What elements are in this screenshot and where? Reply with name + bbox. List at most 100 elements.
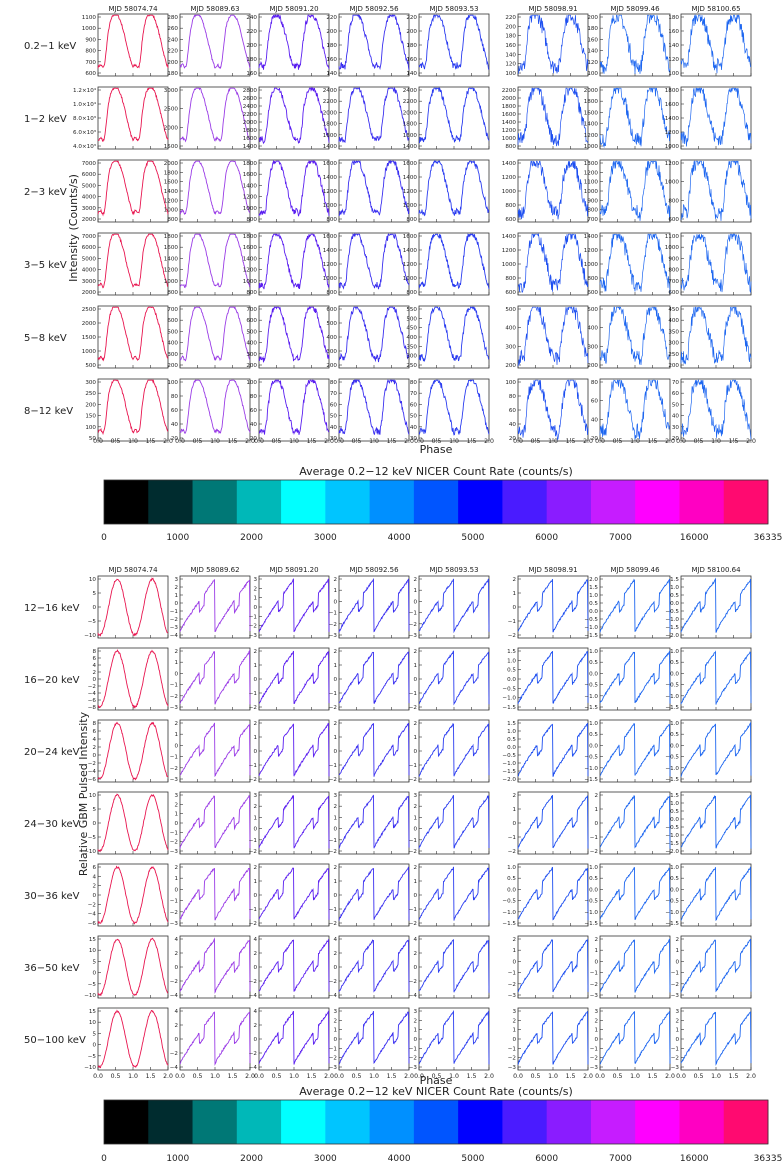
- y-tick-label: 0: [92, 1043, 96, 1049]
- y-tick-label: 2: [413, 951, 417, 957]
- y-tick-label: −1: [249, 691, 258, 697]
- y-tick-label: −2: [329, 921, 337, 927]
- subplot: 2 1 0 −1 −2 −3: [409, 575, 490, 639]
- y-tick-label: −1.5: [665, 625, 679, 631]
- y-tick-label: −1: [590, 971, 599, 977]
- subplot: 1.2×10⁴ 1.0×10⁴ 8.0×10³ 6.0×10³ 4.0×10³: [73, 86, 169, 150]
- y-tick-label: 0: [92, 753, 96, 759]
- y-tick-label: −1.5: [584, 777, 598, 783]
- y-tick-label: 400: [668, 318, 679, 324]
- y-tick-label: 3: [174, 793, 178, 799]
- x-tick-label: 0.0: [676, 438, 686, 445]
- y-tick-label: 2400: [323, 88, 338, 94]
- subplot: 2 1 0 −1 −2 −3: [671, 935, 752, 999]
- pulse-profile-line: [179, 87, 251, 143]
- x-tick-label: 0.5: [432, 1073, 442, 1080]
- y-tick-label: 100: [85, 425, 96, 431]
- y-tick-label: −1: [508, 1046, 517, 1052]
- pulse-profile-line: [599, 87, 671, 149]
- pulse-profile-line: [258, 305, 330, 363]
- y-tick-label: 0: [92, 677, 96, 683]
- pulse-profile-line: [599, 866, 671, 920]
- y-tick-label: −2: [329, 1056, 337, 1062]
- y-tick-label: 20: [171, 436, 179, 442]
- x-tick-label: 0.5: [193, 1073, 203, 1080]
- y-tick-label: 1600: [403, 133, 418, 139]
- x-tick-label: 2.0: [324, 438, 334, 445]
- y-tick-label: 350: [406, 344, 417, 350]
- colorbar-title: Average 0.2−12 keV NICER Count Rate (cou…: [299, 465, 573, 478]
- y-tick-label: 2: [253, 865, 257, 871]
- y-tick-label: 800: [246, 290, 257, 296]
- y-tick-label: 0: [333, 965, 337, 971]
- y-tick-label: 1200: [243, 195, 258, 201]
- y-tick-label: −2: [508, 633, 516, 639]
- y-tick-label: 2: [413, 649, 417, 655]
- y-tick-label: −1.0: [665, 694, 679, 700]
- colorbar-tick-label: 3000: [314, 533, 337, 543]
- x-tick-label: 1.5: [307, 1073, 317, 1080]
- y-tick-label: −0.5: [502, 686, 516, 692]
- y-tick-label: −1.0: [502, 910, 516, 916]
- colorbar-tick-label: 7000: [609, 1154, 632, 1164]
- y-tick-label: 6: [92, 729, 96, 735]
- x-tick-label: 1.5: [729, 438, 739, 445]
- y-tick-label: 500: [505, 307, 516, 313]
- y-tick-label: 180: [246, 57, 257, 63]
- y-tick-label: 1.0: [589, 649, 598, 655]
- x-tick-label: 1.5: [467, 438, 477, 445]
- energy-band-label: 1−2 keV: [24, 114, 67, 125]
- y-tick-label: −1: [249, 907, 258, 913]
- y-tick-label: 2000: [584, 88, 599, 94]
- colorbar-segment: [104, 480, 149, 524]
- y-tick-label: 1200: [584, 170, 599, 176]
- pulse-profile-line: [680, 650, 752, 705]
- subplot: 3 2 1 0 −1 −2 −3: [508, 1007, 589, 1071]
- pulse-profile-line: [599, 233, 671, 293]
- y-tick-label: 1000: [502, 136, 517, 142]
- y-tick-label: −2: [170, 910, 178, 916]
- column-mjd-label: MJD 58074.74: [108, 566, 158, 574]
- y-tick-label: −1: [329, 691, 338, 697]
- y-tick-label: −2: [170, 979, 178, 985]
- pulse-profile-line: [517, 87, 589, 147]
- y-tick-label: 800: [505, 203, 516, 209]
- y-tick-label: −1.0: [502, 761, 516, 767]
- y-tick-label: 4: [253, 937, 257, 943]
- y-tick-label: 100: [587, 71, 598, 77]
- subplot: 4 2 0 −2 −4: [170, 935, 251, 999]
- y-tick-label: 4: [413, 937, 417, 943]
- y-tick-label: 1: [333, 1028, 337, 1034]
- column-mjd-label: MJD 58091.20: [269, 566, 318, 574]
- y-tick-label: 0: [92, 971, 96, 977]
- y-tick-label: −2: [249, 624, 257, 630]
- y-tick-label: −1: [409, 691, 418, 697]
- colorbar-segment: [192, 480, 238, 524]
- y-tick-label: 3: [333, 793, 337, 799]
- y-tick-label: 0.0: [670, 601, 679, 607]
- y-tick-label: −3: [170, 921, 179, 927]
- y-tick-label: 3000: [164, 88, 179, 94]
- y-tick-label: 70: [330, 391, 338, 397]
- y-tick-label: 5: [92, 807, 96, 813]
- y-tick-label: 0.0: [507, 887, 516, 893]
- y-tick-label: 1.2×10⁴: [73, 87, 97, 94]
- y-tick-label: 1400: [502, 161, 517, 167]
- y-tick-label: 10: [89, 948, 97, 954]
- colorbar-tick-label: 36335: [754, 1154, 783, 1164]
- pulse-profile-line: [338, 232, 410, 290]
- y-tick-label: 0: [174, 743, 178, 749]
- y-tick-label: 4: [253, 1009, 257, 1015]
- y-tick-label: −6: [88, 777, 97, 783]
- y-tick-label: 0: [413, 965, 417, 971]
- y-tick-label: −2: [329, 777, 337, 783]
- column-mjd-label: MJD 58098.91: [528, 566, 577, 574]
- y-tick-label: −3: [508, 1065, 517, 1071]
- subplot-frame: [599, 378, 671, 442]
- y-tick-label: 0: [333, 1037, 337, 1043]
- y-tick-label: 600: [587, 290, 598, 296]
- y-tick-label: −2: [590, 982, 598, 988]
- y-tick-label: 0.5: [589, 660, 598, 666]
- y-tick-label: 6.0×10³: [73, 129, 96, 136]
- y-tick-label: 50: [89, 436, 97, 442]
